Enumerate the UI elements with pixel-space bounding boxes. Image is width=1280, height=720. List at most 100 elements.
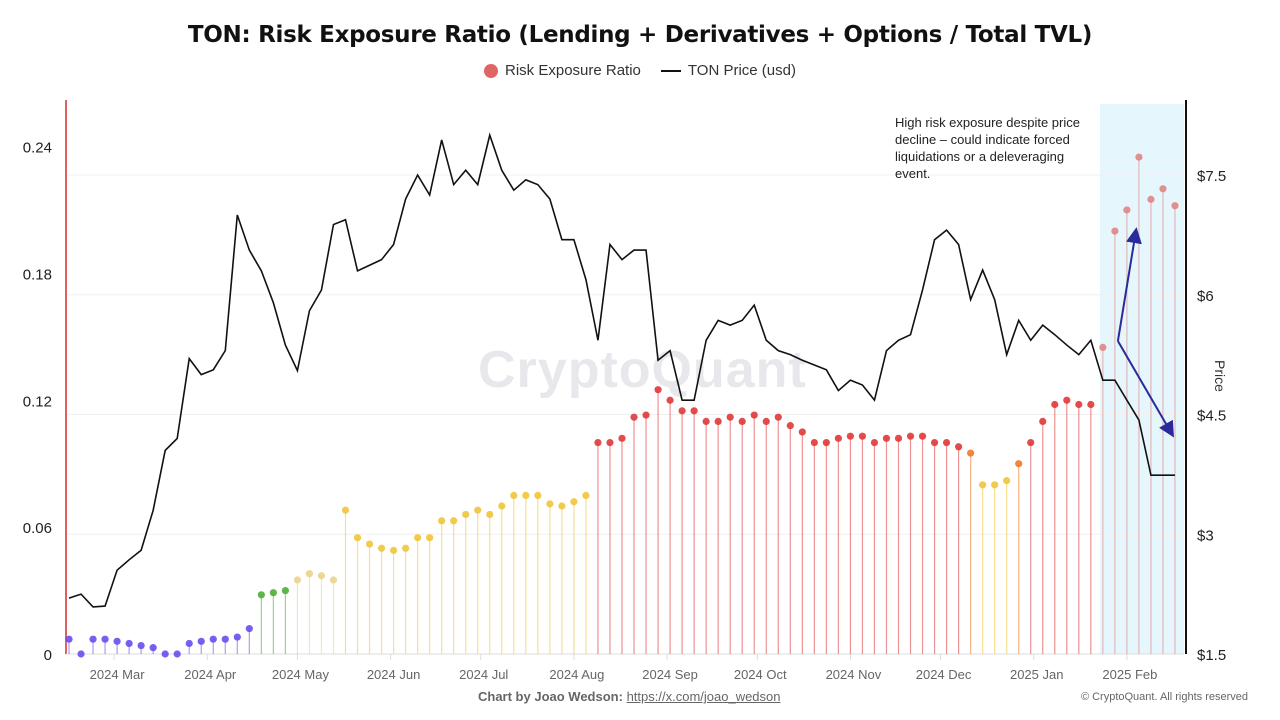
ratio-point: [906, 432, 915, 440]
ratio-point: [834, 434, 842, 442]
legend-item-risk-ratio[interactable]: Risk Exposure Ratio: [484, 62, 641, 79]
ratio-point: [642, 411, 650, 419]
ratio-point: [810, 438, 818, 447]
right-tick-label: $7.5: [1197, 168, 1226, 185]
ratio-point: [918, 432, 927, 440]
ratio-point: [1027, 438, 1035, 447]
ratio-point: [630, 413, 638, 421]
left-tick-label: 0.12: [23, 393, 52, 410]
ratio-point: [113, 637, 121, 645]
ratio-point: [894, 434, 903, 442]
left-tick-label: 0.18: [23, 266, 52, 283]
ratio-point: [137, 641, 145, 650]
left-tick-label: 0.24: [23, 140, 52, 157]
x-tick-label: 2024 Sep: [642, 667, 698, 682]
footer-credit: Chart by Joao Wedson: https://x.com/joao…: [478, 689, 781, 704]
ratio-point: [414, 534, 422, 542]
x-tick-label: 2024 Nov: [826, 667, 882, 682]
ratio-point: [798, 428, 806, 436]
x-tick-label: 2024 May: [272, 667, 330, 682]
ratio-point: [678, 407, 686, 415]
ratio-point: [233, 633, 241, 641]
ratio-point: [329, 576, 338, 584]
ratio-point: [317, 572, 326, 580]
ratio-point: [882, 434, 891, 442]
ratio-point: [991, 481, 999, 489]
ratio-point: [365, 540, 374, 548]
ratio-point: [594, 438, 602, 447]
ratio-point: [462, 510, 470, 519]
ratio-point: [65, 635, 73, 643]
ratio-point: [558, 502, 566, 510]
ratio-point: [498, 502, 506, 510]
ratio-point: [1111, 227, 1119, 235]
ratio-point: [942, 438, 951, 447]
ratio-point: [582, 491, 590, 500]
ratio-point: [426, 534, 434, 542]
right-tick-label: $3: [1197, 527, 1214, 544]
ratio-point: [1147, 195, 1155, 203]
ratio-point: [1003, 477, 1011, 485]
x-tick-label: 2024 Jul: [459, 667, 508, 682]
ratio-point: [257, 591, 265, 599]
ratio-point: [1159, 185, 1167, 193]
ratio-point: [450, 517, 458, 525]
ratio-point: [438, 517, 446, 525]
ratio-point: [149, 644, 157, 652]
right-axis-label: Price: [1212, 360, 1228, 392]
ratio-point: [389, 546, 398, 554]
legend-label: Risk Exposure Ratio: [505, 62, 641, 79]
ratio-point: [486, 510, 494, 519]
copyright: © CryptoQuant. All rights reserved: [1080, 691, 1248, 703]
ratio-point: [690, 407, 698, 415]
ratio-point: [726, 413, 734, 421]
ratio-point: [245, 625, 253, 633]
ratio-point: [1063, 396, 1071, 404]
legend-dot-icon: [484, 63, 499, 78]
ratio-point: [221, 635, 229, 643]
ratio-point: [654, 386, 662, 394]
ratio-point: [173, 650, 181, 658]
ratio-point: [77, 650, 85, 658]
annotation-arrow: [1116, 227, 1142, 342]
x-tick-label: 2025 Feb: [1102, 667, 1157, 682]
ratio-point: [161, 650, 169, 658]
ratio-point: [618, 434, 626, 442]
ratio-point: [522, 491, 530, 500]
watermark: CryptoQuant: [478, 341, 807, 399]
ratio-point: [1171, 202, 1179, 210]
right-tick-label: $6: [1197, 288, 1214, 305]
legend-label: TON Price (usd): [687, 62, 796, 79]
ratio-point: [954, 443, 963, 451]
ratio-point: [822, 438, 830, 447]
left-tick-label: 0: [44, 647, 52, 664]
ratio-point: [1039, 417, 1047, 426]
x-tick-label: 2024 Mar: [90, 667, 146, 682]
x-tick-label: 2025 Jan: [1010, 667, 1064, 682]
ratio-point: [474, 506, 482, 514]
ratio-point: [870, 438, 879, 447]
legend-item-ton-price[interactable]: TON Price (usd): [660, 62, 796, 79]
ratio-point: [1099, 343, 1107, 351]
ratio-point: [1087, 400, 1095, 409]
ratio-point: [570, 498, 578, 506]
ratio-point: [930, 438, 939, 447]
ratio-point: [967, 449, 975, 457]
annotation-arrow: [1117, 340, 1174, 438]
ratio-point: [750, 411, 758, 419]
ratio-point: [185, 639, 193, 648]
ratio-point: [293, 576, 302, 584]
x-tick-label: 2024 Apr: [184, 667, 237, 682]
ratio-point: [1123, 206, 1131, 214]
ratio-point: [738, 417, 746, 426]
ratio-point: [534, 491, 542, 500]
chart-title: TON: Risk Exposure Ratio (Lending + Deri…: [187, 22, 1093, 48]
ratio-point: [353, 534, 362, 542]
right-tick-label: $1.5: [1197, 647, 1226, 664]
x-tick-label: 2024 Jun: [367, 667, 421, 682]
credit-link[interactable]: https://x.com/joao_wedson: [626, 689, 781, 704]
credit-label: Chart by Joao Wedson:: [478, 689, 623, 704]
ratio-point: [762, 417, 770, 426]
right-tick-label: $4.5: [1197, 408, 1226, 425]
